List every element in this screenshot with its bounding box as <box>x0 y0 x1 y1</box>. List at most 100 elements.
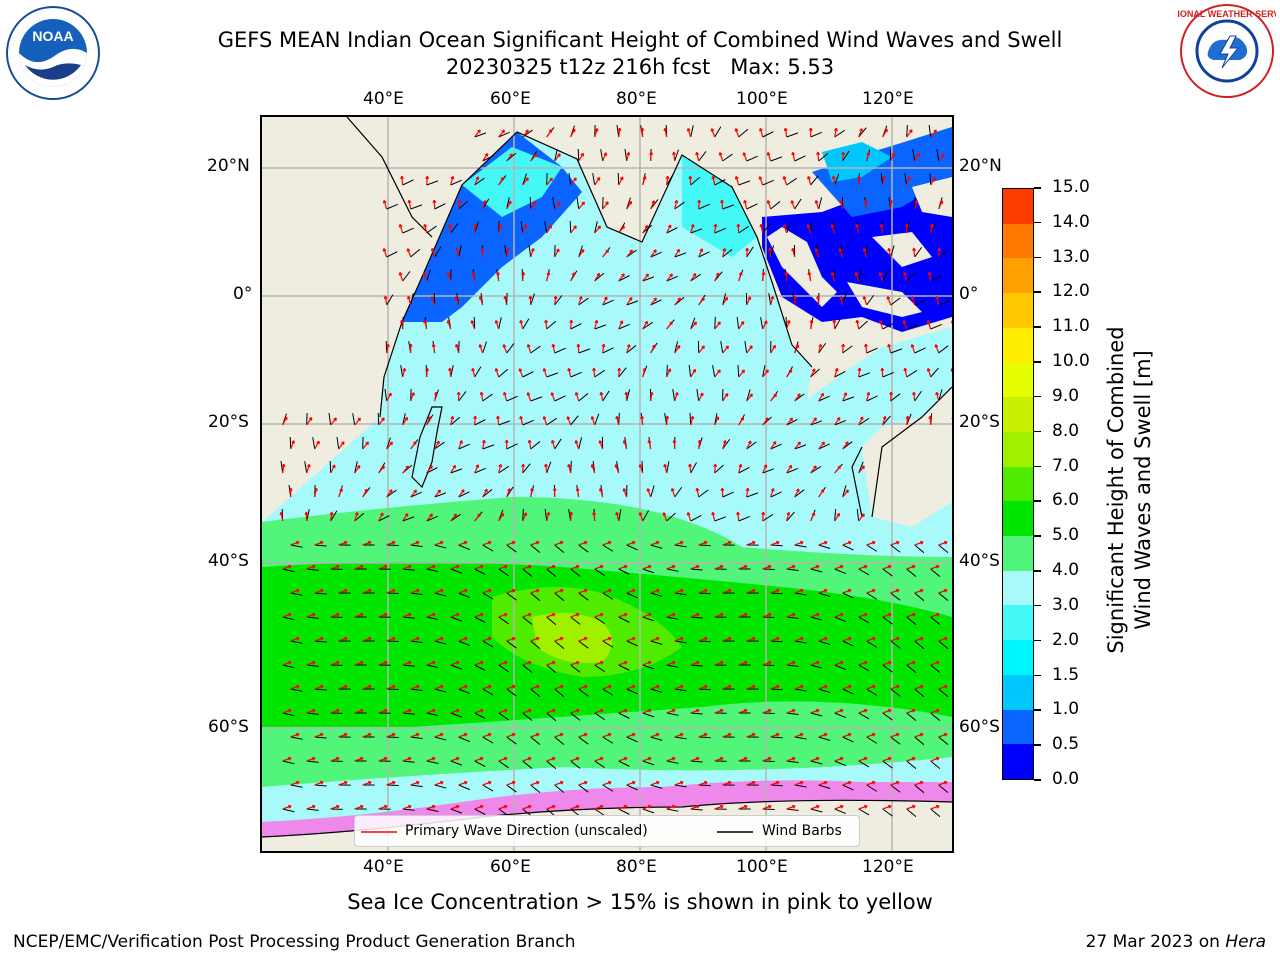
wave-direction-arrow <box>314 732 324 738</box>
wind-barb <box>914 299 926 306</box>
wave-direction-arrow <box>698 780 708 786</box>
wind-barb <box>736 317 740 330</box>
wave-direction-arrow <box>482 488 488 498</box>
wind-barb <box>498 664 509 673</box>
wave-direction-arrow <box>578 732 588 738</box>
wind-barb <box>786 712 799 716</box>
wave-direction-arrow <box>770 393 778 402</box>
wind-barb <box>522 463 531 474</box>
wave-direction-arrow <box>738 804 748 810</box>
wave-direction-arrow <box>482 732 492 738</box>
wave-direction-arrow <box>830 224 836 234</box>
colorbar-tick-label: 2.0 <box>1052 629 1080 650</box>
wind-barb <box>810 175 819 186</box>
wave-direction-arrow <box>458 684 468 690</box>
wind-barb <box>906 124 908 138</box>
wind-barb <box>290 592 303 596</box>
wind-barb <box>770 592 783 595</box>
wave-direction-arrow <box>530 153 538 162</box>
map-panel <box>260 115 954 853</box>
wave-direction-arrow <box>330 612 340 618</box>
wave-direction-arrow <box>522 804 532 810</box>
wind-barb <box>738 128 749 138</box>
wind-barb <box>352 413 356 426</box>
wind-barb <box>482 155 494 162</box>
wind-barb <box>666 808 679 812</box>
colorbar-tick-mark <box>1034 291 1041 293</box>
wind-barb <box>474 616 486 624</box>
wave-direction-arrow <box>810 417 817 426</box>
wave-direction-arrow <box>938 200 944 210</box>
wind-barb <box>568 173 572 186</box>
wind-barb <box>506 343 515 354</box>
colorbar-tick-label: 4.0 <box>1052 560 1080 581</box>
wave-direction-arrow <box>650 540 660 546</box>
wind-barb <box>570 712 581 721</box>
lon-tick-bottom-120: 120°E <box>862 857 914 877</box>
wave-direction-arrow <box>615 511 620 522</box>
wave-direction-arrow <box>642 756 652 762</box>
wave-direction-arrow <box>746 345 753 354</box>
wave-direction-arrow <box>618 804 628 810</box>
wave-direction-arrow <box>433 391 438 402</box>
wave-direction-arrow <box>362 636 372 642</box>
wave-direction-arrow <box>386 441 393 450</box>
wave-direction-arrow <box>354 708 364 714</box>
wave-direction-arrow <box>841 343 846 354</box>
wind-barb <box>938 249 949 258</box>
wind-barb <box>762 365 766 378</box>
lat-tick-right-0: 0° <box>959 284 979 304</box>
wave-direction-arrow <box>690 415 695 426</box>
wave-direction-arrow <box>770 588 780 594</box>
wind-barb <box>810 616 823 621</box>
wind-barb <box>890 592 901 601</box>
wave-direction-arrow <box>504 439 509 450</box>
wave-direction-arrow <box>759 127 764 138</box>
wind-barb <box>450 616 463 622</box>
wave-direction-arrow <box>498 612 508 618</box>
wind-barb <box>890 297 901 306</box>
wind-barb <box>618 664 630 671</box>
wave-direction-arrow <box>650 200 656 210</box>
wind-barb <box>602 784 614 792</box>
wave-direction-arrow <box>642 660 652 666</box>
wave-direction-arrow <box>770 540 780 546</box>
wave-direction-arrow <box>506 780 516 786</box>
wave-direction-arrow <box>450 464 457 474</box>
wave-direction-arrow <box>770 441 777 450</box>
wave-direction-arrow <box>546 612 556 618</box>
wind-barb <box>578 688 589 697</box>
wave-direction-arrow <box>282 708 292 714</box>
wave-direction-arrow <box>662 512 668 522</box>
wave-direction-arrow <box>809 319 814 330</box>
wave-direction-arrow <box>426 804 436 810</box>
wind-barb <box>794 198 802 210</box>
wind-barb <box>482 544 494 552</box>
colorbar-tick-label: 9.0 <box>1052 385 1080 406</box>
wave-direction-arrow <box>714 321 721 330</box>
wave-direction-arrow <box>722 636 732 642</box>
colorbar-tick-label: 6.0 <box>1052 490 1080 511</box>
wind-barb <box>810 664 823 669</box>
lat-tick-left-0: 0° <box>233 284 253 304</box>
wave-direction-arrow <box>330 660 340 666</box>
wave-direction-arrow <box>722 588 732 594</box>
wind-barb <box>866 688 878 696</box>
wave-direction-arrow <box>290 588 300 594</box>
wave-direction-arrow <box>842 780 852 786</box>
wave-direction-arrow <box>450 564 460 570</box>
wave-direction-arrow <box>527 439 532 450</box>
wave-direction-arrow <box>666 612 676 618</box>
wind-barb <box>690 176 701 186</box>
wave-direction-arrow <box>602 540 612 546</box>
wind-barb <box>626 544 638 551</box>
wave-direction-arrow <box>594 127 599 138</box>
wind-barb <box>410 248 421 258</box>
wave-direction-arrow <box>934 344 940 354</box>
wave-direction-arrow <box>402 564 412 570</box>
wave-direction-arrow <box>450 756 460 762</box>
wind-barb <box>474 467 486 474</box>
wind-barb <box>554 395 566 402</box>
wind-barb <box>426 180 439 186</box>
wave-direction-arrow <box>422 272 428 282</box>
